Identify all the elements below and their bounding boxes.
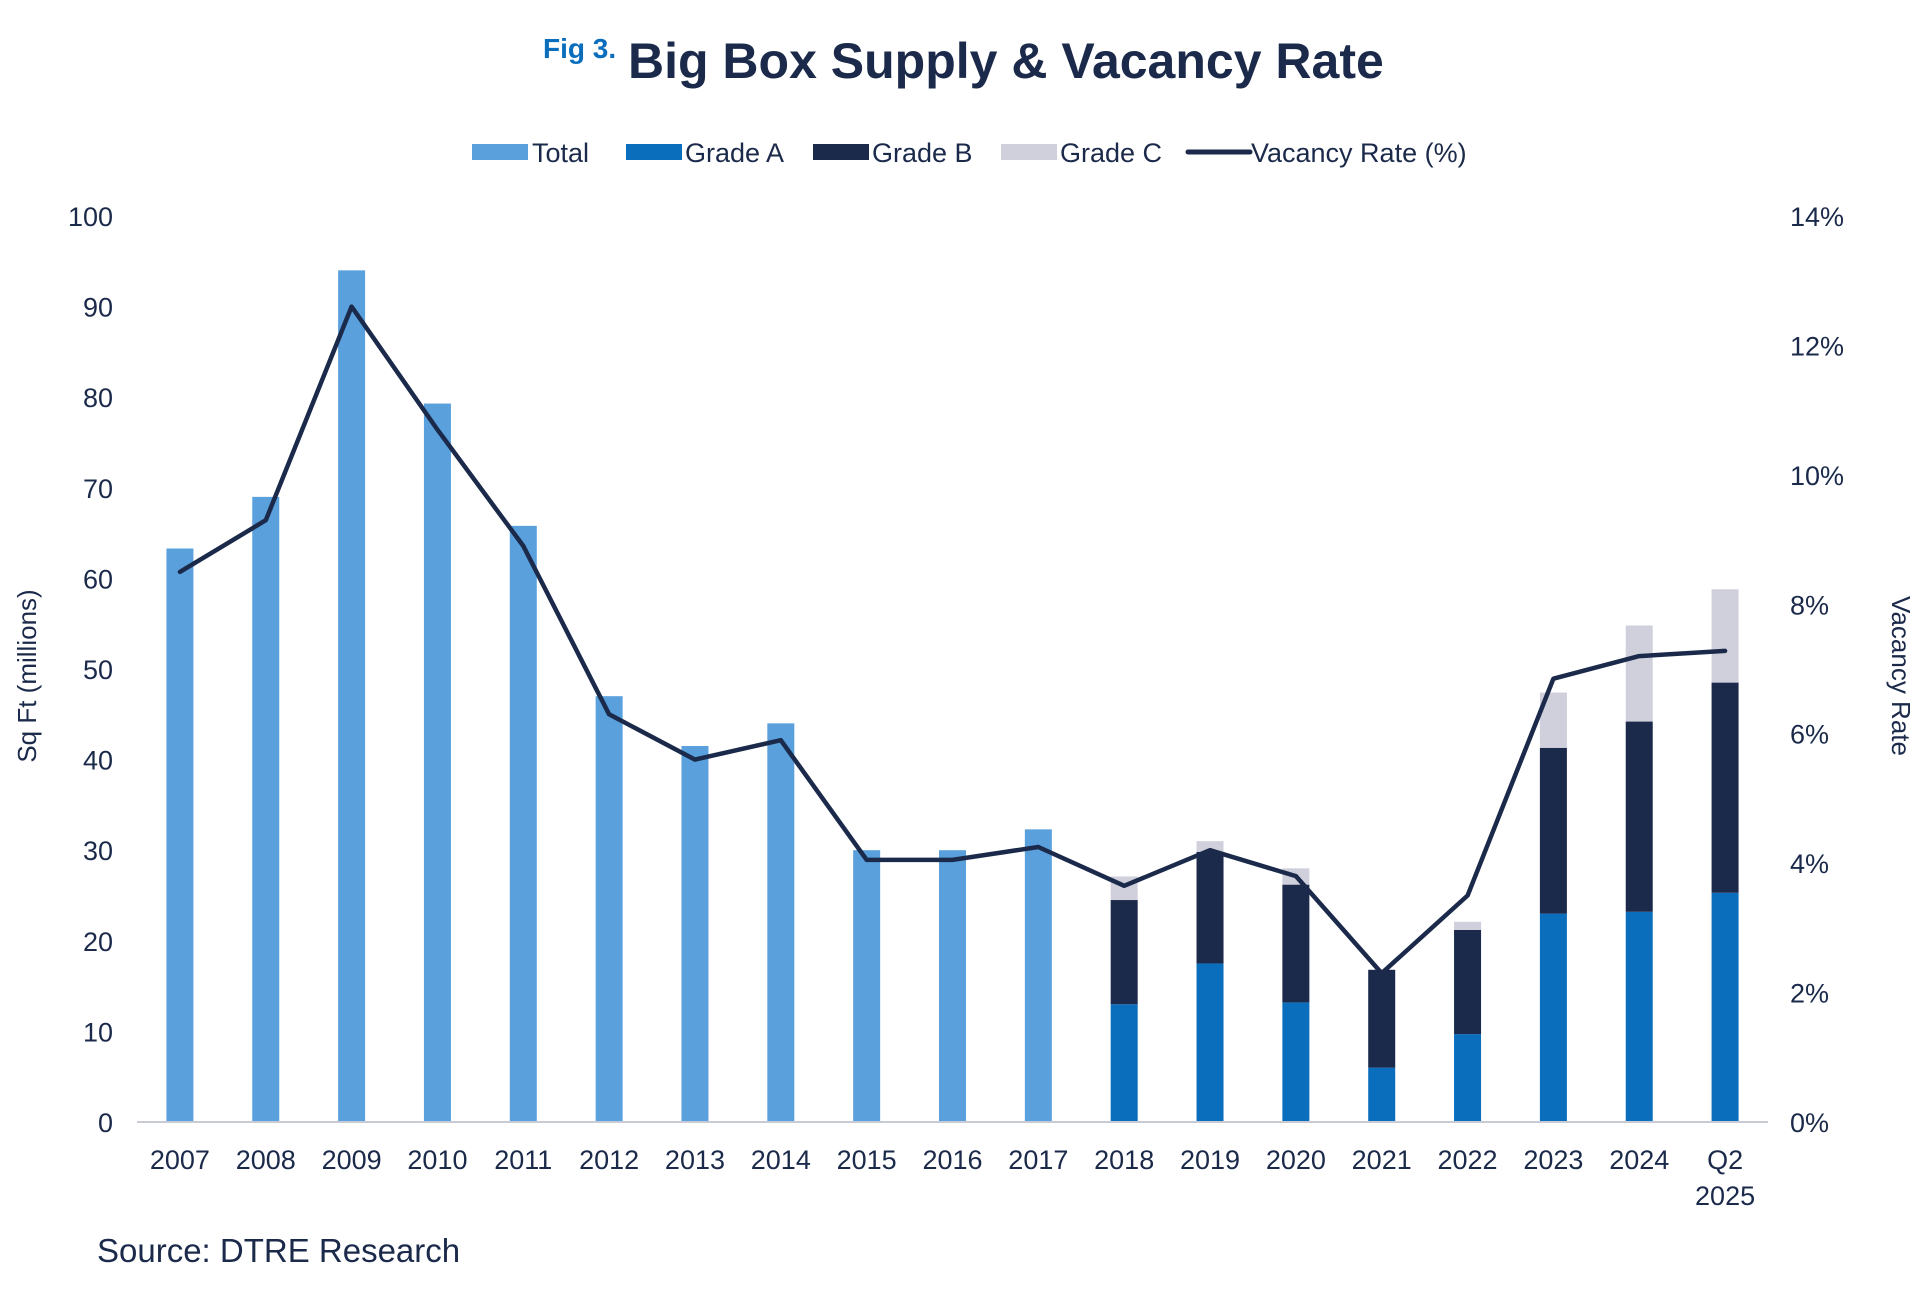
x-tick-label: 2020 [1266, 1145, 1326, 1175]
chart-title: Big Box Supply & Vacancy Rate [628, 33, 1384, 89]
x-tick-label: 2024 [1609, 1145, 1669, 1175]
legend-label: Grade B [872, 138, 973, 168]
x-tick-label: 2019 [1180, 1145, 1240, 1175]
bar-grade-a [1196, 963, 1224, 1122]
x-tick-label: 2012 [579, 1145, 639, 1175]
y-tick-label: 30 [83, 836, 113, 866]
legend-item-grade-c: Grade C [1001, 138, 1162, 168]
x-tick-label: 2023 [1523, 1145, 1583, 1175]
y-tick-label: 0 [98, 1108, 113, 1138]
bar-grade-b [1110, 900, 1138, 1005]
x-tick-label: 2022 [1438, 1145, 1498, 1175]
y2-tick-label: 2% [1790, 979, 1829, 1009]
x-tick-label: 2016 [922, 1145, 982, 1175]
bars [166, 270, 1739, 1122]
bar-grade-a [1110, 1004, 1138, 1122]
legend-item-grade-b: Grade B [813, 138, 973, 168]
y2-axis-title: Vacancy Rate [1886, 596, 1916, 756]
source-note: Source: DTRE Research [97, 1232, 460, 1269]
bar-grade-b [1196, 852, 1224, 964]
legend-swatch [813, 144, 869, 160]
legend-swatch [1001, 144, 1057, 160]
bar-grade-a [1625, 911, 1653, 1122]
bar-total [166, 548, 194, 1122]
bar-grade-c [1711, 589, 1739, 683]
legend-label: Vacancy Rate (%) [1251, 138, 1467, 168]
bar-grade-a [1368, 1067, 1396, 1122]
vacancy-rate-line [177, 304, 1728, 976]
y2-tick-label: 12% [1790, 331, 1844, 361]
y-axis-ticks: 0 10 20 30 40 50 60 70 80 90 100 [68, 202, 113, 1138]
y-axis-title: Sq Ft (millions) [12, 589, 42, 762]
y-tick-label: 60 [83, 564, 113, 594]
bar-total [252, 496, 280, 1122]
x-axis-ticks: 2007 2008 2009 2010 2011 2012 2013 2014 2015 2016… [150, 1145, 1755, 1211]
bar-grade-b [1282, 884, 1310, 1003]
figure-label: Fig 3. [543, 33, 616, 64]
legend-item-total: Total [472, 138, 589, 168]
y-tick-label: 70 [83, 474, 113, 504]
x-tick-label: 2009 [322, 1145, 382, 1175]
x-tick-label: 2018 [1094, 1145, 1154, 1175]
y2-tick-label: 6% [1790, 720, 1829, 750]
y-tick-label: 20 [83, 927, 113, 957]
x-tick-label: 2014 [751, 1145, 811, 1175]
legend-label: Grade C [1060, 138, 1162, 168]
legend-swatch [472, 144, 528, 160]
y-tick-label: 50 [83, 655, 113, 685]
x-tick-label: 2007 [150, 1145, 210, 1175]
bar-total [681, 746, 709, 1122]
x-tick-label: 2011 [494, 1145, 552, 1175]
bar-grade-b [1711, 682, 1739, 893]
legend-label: Grade A [685, 138, 784, 168]
y2-tick-label: 4% [1790, 849, 1829, 879]
bar-total [509, 525, 537, 1122]
y2-tick-label: 0% [1790, 1108, 1829, 1138]
bar-total [939, 850, 966, 1122]
legend-item-vacancy: Vacancy Rate (%) [1185, 138, 1467, 168]
bar-grade-a [1711, 892, 1739, 1122]
bar-grade-b [1454, 929, 1482, 1035]
legend-label: Total [532, 138, 589, 168]
y-tick-label: 10 [83, 1017, 113, 1047]
bar-grade-c [1196, 841, 1224, 853]
bar-grade-a [1539, 913, 1567, 1122]
y2-tick-label: 8% [1790, 590, 1829, 620]
y-tick-label: 80 [83, 383, 113, 413]
bar-total [595, 696, 623, 1122]
bar-grade-b [1625, 721, 1653, 912]
vacancy-rate-series [177, 304, 1728, 976]
x-tick-label: 2008 [236, 1145, 296, 1175]
x-tick-label: 2021 [1352, 1145, 1412, 1175]
bar-grade-a [1454, 1034, 1482, 1122]
bar-total [423, 403, 451, 1122]
y-tick-label: 100 [68, 202, 113, 232]
x-tick-label: 2017 [1008, 1145, 1068, 1175]
bar-grade-b [1539, 747, 1567, 914]
x-tick-label: Q2 2025 [1695, 1145, 1755, 1211]
x-tick-label: 2013 [665, 1145, 725, 1175]
legend: Total Grade A Grade B Grade C Vacancy Rate (… [472, 138, 1467, 168]
legend-swatch [626, 144, 682, 160]
y2-tick-label: 10% [1790, 461, 1844, 491]
bar-total [853, 850, 881, 1122]
bar-grade-b [1368, 969, 1396, 1068]
bar-grade-c [1454, 921, 1482, 930]
x-tick-label: 2015 [837, 1145, 897, 1175]
y2-axis-ticks: 0% 2% 4% 6% 8% 10% 12% 14% [1790, 202, 1844, 1138]
bar-grade-a [1282, 1002, 1310, 1122]
bar-total [767, 723, 795, 1122]
bar-total [338, 270, 366, 1122]
y-tick-label: 90 [83, 293, 113, 323]
y2-tick-label: 14% [1790, 202, 1844, 232]
bar-grade-c [1625, 625, 1653, 722]
bar-total [1024, 829, 1052, 1122]
y-tick-label: 40 [83, 746, 113, 776]
legend-item-grade-a: Grade A [626, 138, 784, 168]
x-tick-label: 2010 [407, 1145, 467, 1175]
